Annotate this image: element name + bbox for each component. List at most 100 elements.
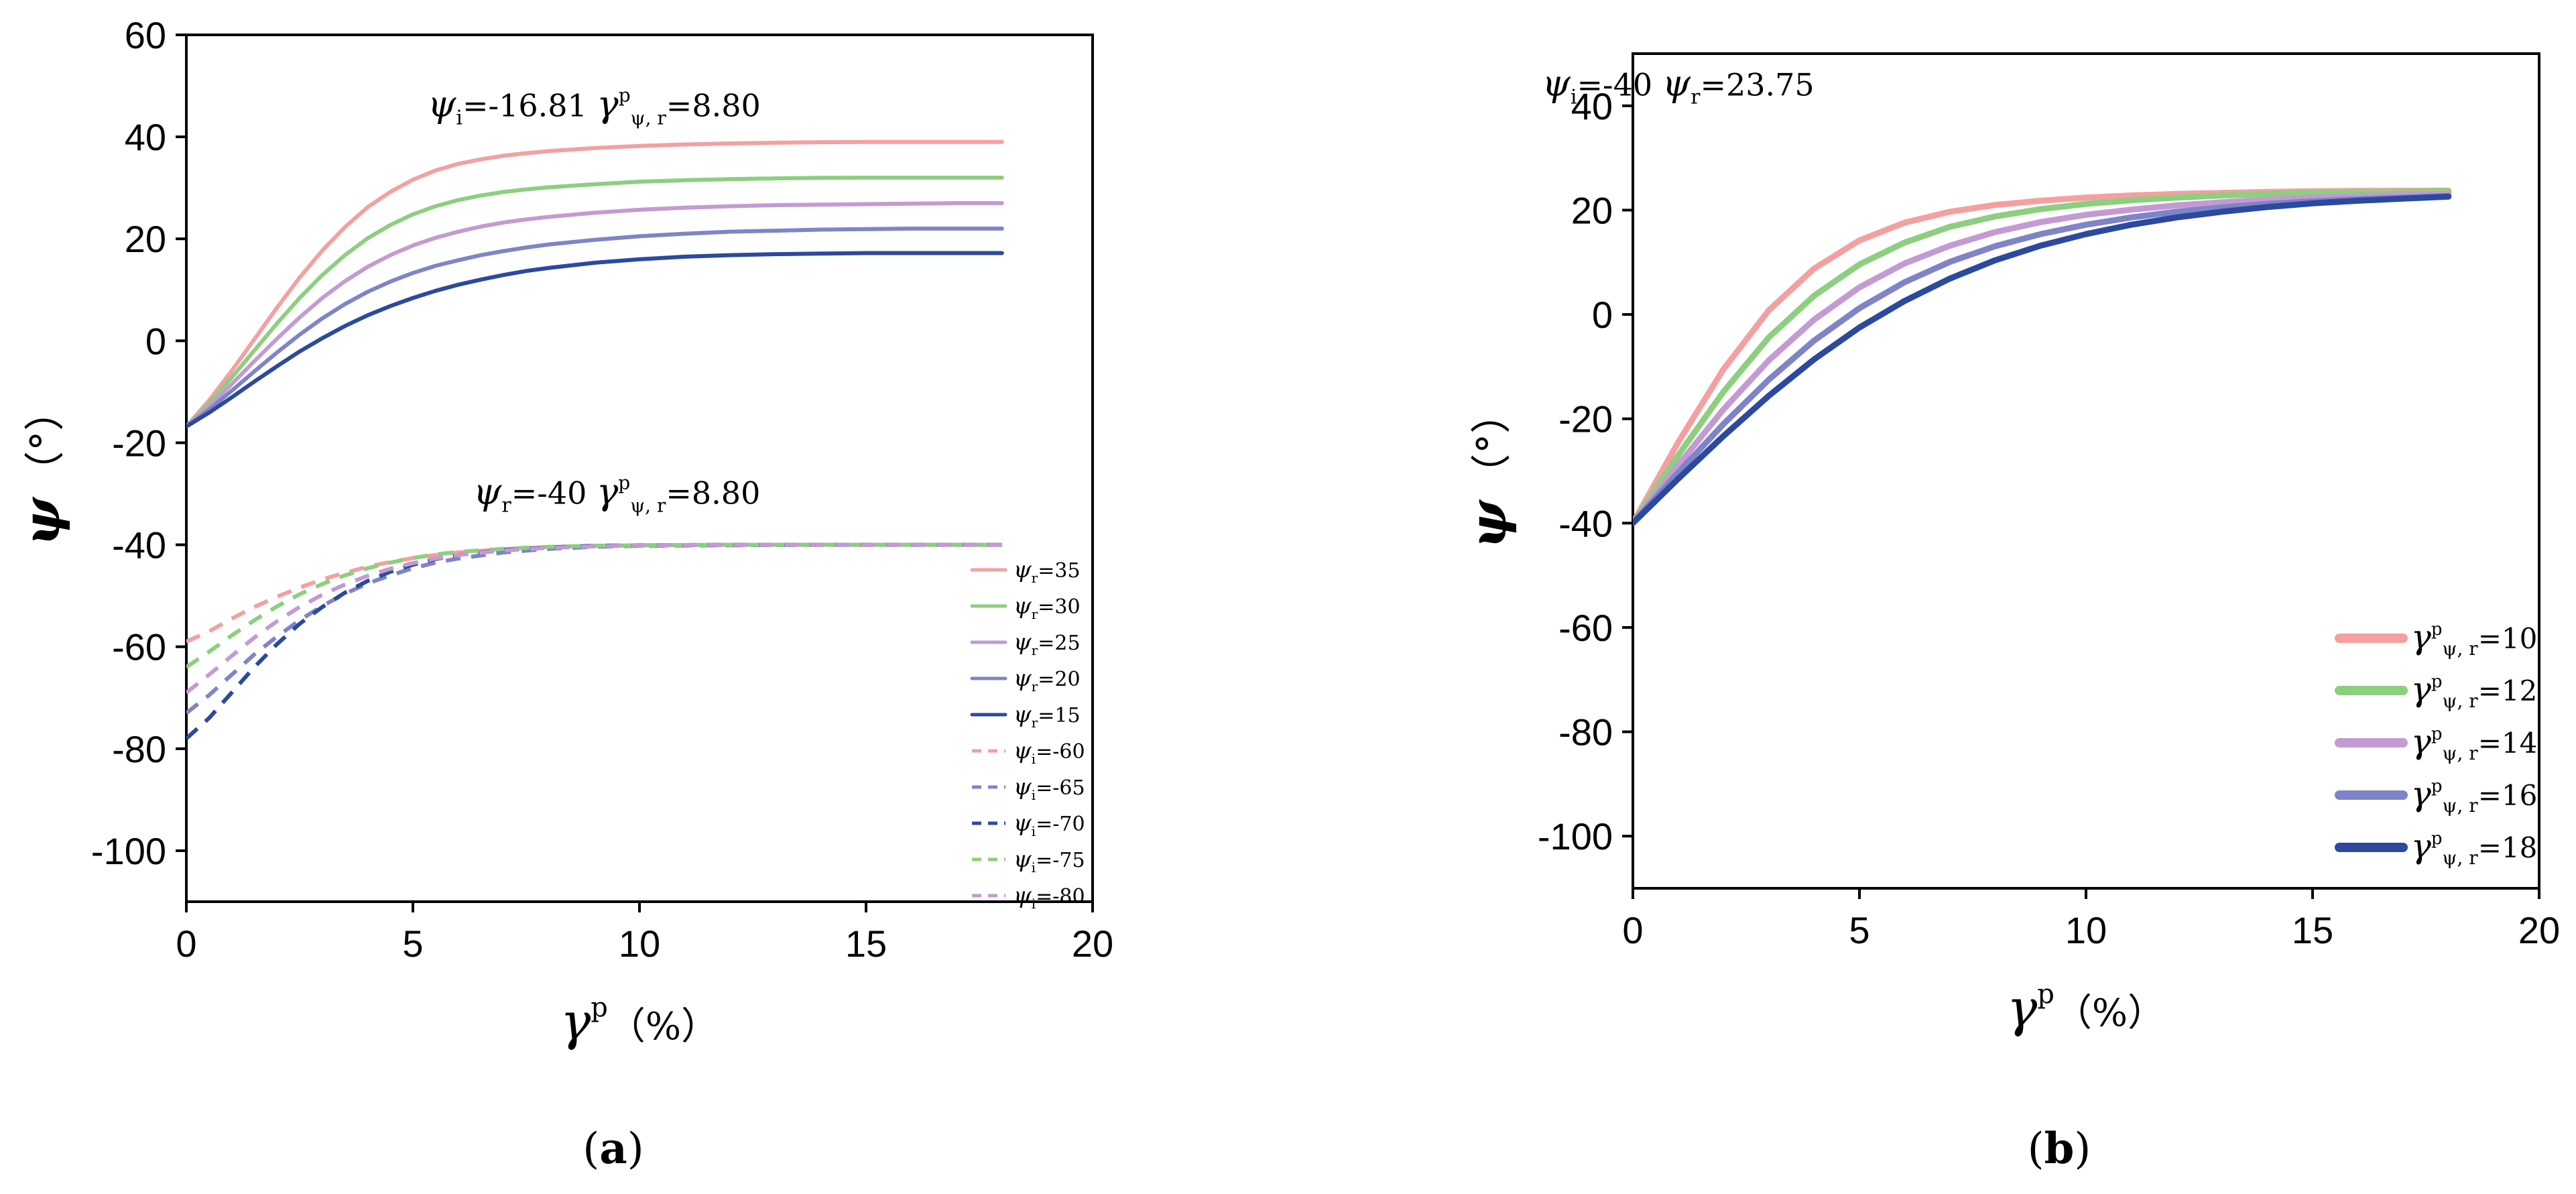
legend-value: =30 xyxy=(1038,595,1080,619)
x-axis-superscript: p xyxy=(2037,979,2054,1010)
panel-a-series-line-9 xyxy=(186,542,1002,695)
panel-b-y-tick-label: -100 xyxy=(1538,815,1613,857)
x-axis-unit: （%） xyxy=(2054,992,2165,1035)
legend-item: ψi=-60 xyxy=(972,737,1085,767)
panel-b-y-tick-label: -40 xyxy=(1558,502,1613,544)
legend-subscript: r xyxy=(1032,606,1038,622)
legend-value: =-60 xyxy=(1036,740,1085,764)
legend-symbol: ψ xyxy=(1014,665,1032,692)
panel-a-y-tick-label: 40 xyxy=(125,116,166,158)
legend-value: =18 xyxy=(2478,831,2538,864)
legend-label: ψi=-65 xyxy=(1014,774,1085,803)
legend-subscript: i xyxy=(1032,859,1036,876)
panel-a-series-line-5 xyxy=(186,542,1002,644)
panel-b-x-tick-label: 15 xyxy=(2292,909,2333,951)
panel-a-series-line-1 xyxy=(186,176,1004,429)
panel-b-plot-frame xyxy=(1632,52,2540,890)
legend-item: ψi=-70 xyxy=(972,810,1085,839)
annotation-value: =8.80 xyxy=(666,475,760,512)
y-axis-symbol: ψ xyxy=(1458,499,1518,548)
legend-symbol: ψ xyxy=(1014,701,1032,728)
annotation-subscript: i xyxy=(1571,85,1577,109)
legend-item: ψr=25 xyxy=(970,629,1081,658)
legend-subscript: ψ, r xyxy=(2443,638,2479,660)
panel-a-plot-frame xyxy=(185,34,1094,903)
annotation-superscript: p xyxy=(619,84,631,107)
legend-subscript: ψ, r xyxy=(2443,847,2479,869)
panel-b-label: (b) xyxy=(2028,1124,2091,1174)
annotation-value: =-40 xyxy=(1577,66,1662,103)
legend-subscript: i xyxy=(1032,751,1036,767)
legend-label: γpψ, r=14 xyxy=(2411,722,2537,764)
legend-value: =12 xyxy=(2478,674,2538,707)
legend-item: γpψ, r=18 xyxy=(2335,827,2537,869)
legend-symbol: ψ xyxy=(1014,846,1032,873)
annotation-symbol: ψ xyxy=(428,83,456,125)
panel-a-legend: ψr=35ψr=30ψr=25ψr=20ψr=15ψi=-60ψi=-65ψi=… xyxy=(970,556,1085,912)
y-axis-unit: （°） xyxy=(1469,394,1516,494)
annotation-superscript: p xyxy=(618,472,630,494)
panel-a-chart: 0 5 10 15 206040200-20-40-60-80-100γp（%）ψ（°）… xyxy=(11,14,1113,1174)
panel-a-y-axis-title: ψ （°） xyxy=(11,391,71,546)
panel-b-y-tick-label: -60 xyxy=(1558,607,1613,649)
legend-item: γpψ, r=16 xyxy=(2335,774,2537,817)
legend-label: ψr=15 xyxy=(1014,701,1081,731)
panel-a-y-tick-label: 20 xyxy=(125,218,166,260)
panel-b-chart: 0 5 10 15 2040200-20-40-60-80-100γp（%）ψ（°）ψi… xyxy=(1458,52,2560,1174)
legend-item: ψi=-80 xyxy=(972,882,1085,912)
panel-a-x-axis-title: γp（%） xyxy=(560,992,719,1051)
legend-label: γpψ, r=18 xyxy=(2411,827,2537,869)
x-axis-superscript: p xyxy=(591,992,608,1023)
legend-superscript: p xyxy=(2431,776,2443,796)
panel-a-series-line-6 xyxy=(186,542,1002,715)
legend-item: γpψ, r=12 xyxy=(2335,670,2538,712)
legend-value: =-80 xyxy=(1036,885,1085,908)
panel-b-x-tick-label: 5 xyxy=(1849,909,1869,951)
legend-subscript: r xyxy=(1032,678,1038,695)
panel-a-y-tick-label: -60 xyxy=(112,626,166,668)
y-axis-unit: （°） xyxy=(22,391,69,491)
panel-b-label-letter: b xyxy=(2044,1124,2075,1174)
annotation-subscript: r xyxy=(501,494,511,518)
annotation-symbol: ψ xyxy=(1542,62,1571,104)
legend-superscript: p xyxy=(2431,829,2443,849)
legend-item: ψr=30 xyxy=(970,593,1081,622)
panel-b-x-tick-label: 20 xyxy=(2518,909,2560,951)
legend-symbol: ψ xyxy=(1014,593,1032,619)
panel-a-x-tick-label: 0 xyxy=(176,922,196,965)
legend-item: ψi=-65 xyxy=(972,774,1085,803)
legend-label: ψr=20 xyxy=(1014,665,1081,695)
legend-symbol: ψ xyxy=(1014,737,1032,764)
legend-label: γpψ, r=10 xyxy=(2411,617,2537,660)
panel-a-label-letter: a xyxy=(599,1124,627,1174)
panel-a-label: (a) xyxy=(582,1124,643,1174)
panel-a-y-tick-label: -40 xyxy=(112,524,166,566)
legend-label: ψi=-60 xyxy=(1014,737,1085,767)
legend-symbol: γ xyxy=(2411,670,2431,709)
annotation-value: =8.80 xyxy=(666,88,761,124)
annotation-subscript: r xyxy=(1691,85,1701,109)
panel-a-series-line-8 xyxy=(186,542,1002,669)
legend-label: ψr=35 xyxy=(1014,556,1081,586)
annotation-value: =23.75 xyxy=(1700,66,1814,103)
panel-b-y-axis-title: ψ （°） xyxy=(1458,394,1518,549)
panel-a-y-tick-label: 0 xyxy=(145,320,166,362)
panel-b-x-tick-label: 0 xyxy=(1622,909,1643,951)
legend-symbol: ψ xyxy=(1014,556,1032,583)
legend-item: ψr=35 xyxy=(970,556,1081,586)
annotation-symbol: ψ xyxy=(473,471,502,513)
panel-b-y-tick-label: 20 xyxy=(1571,189,1613,231)
panel-b-series-line-1 xyxy=(1633,188,2452,526)
legend-item: ψr=15 xyxy=(970,701,1081,731)
annotation-subscript: i xyxy=(456,107,463,130)
panel-a-series-line-7 xyxy=(186,542,1002,740)
panel-a-x-tick-label: 10 xyxy=(619,922,660,965)
panel-a-series-lines xyxy=(186,139,1004,740)
annotation-symbol: γ xyxy=(597,83,619,125)
legend-subscript: r xyxy=(1032,715,1038,731)
legend-value: =-65 xyxy=(1036,776,1085,800)
panel-b-y-tick-label: 40 xyxy=(1571,85,1613,127)
legend-label: ψi=-70 xyxy=(1014,810,1085,839)
